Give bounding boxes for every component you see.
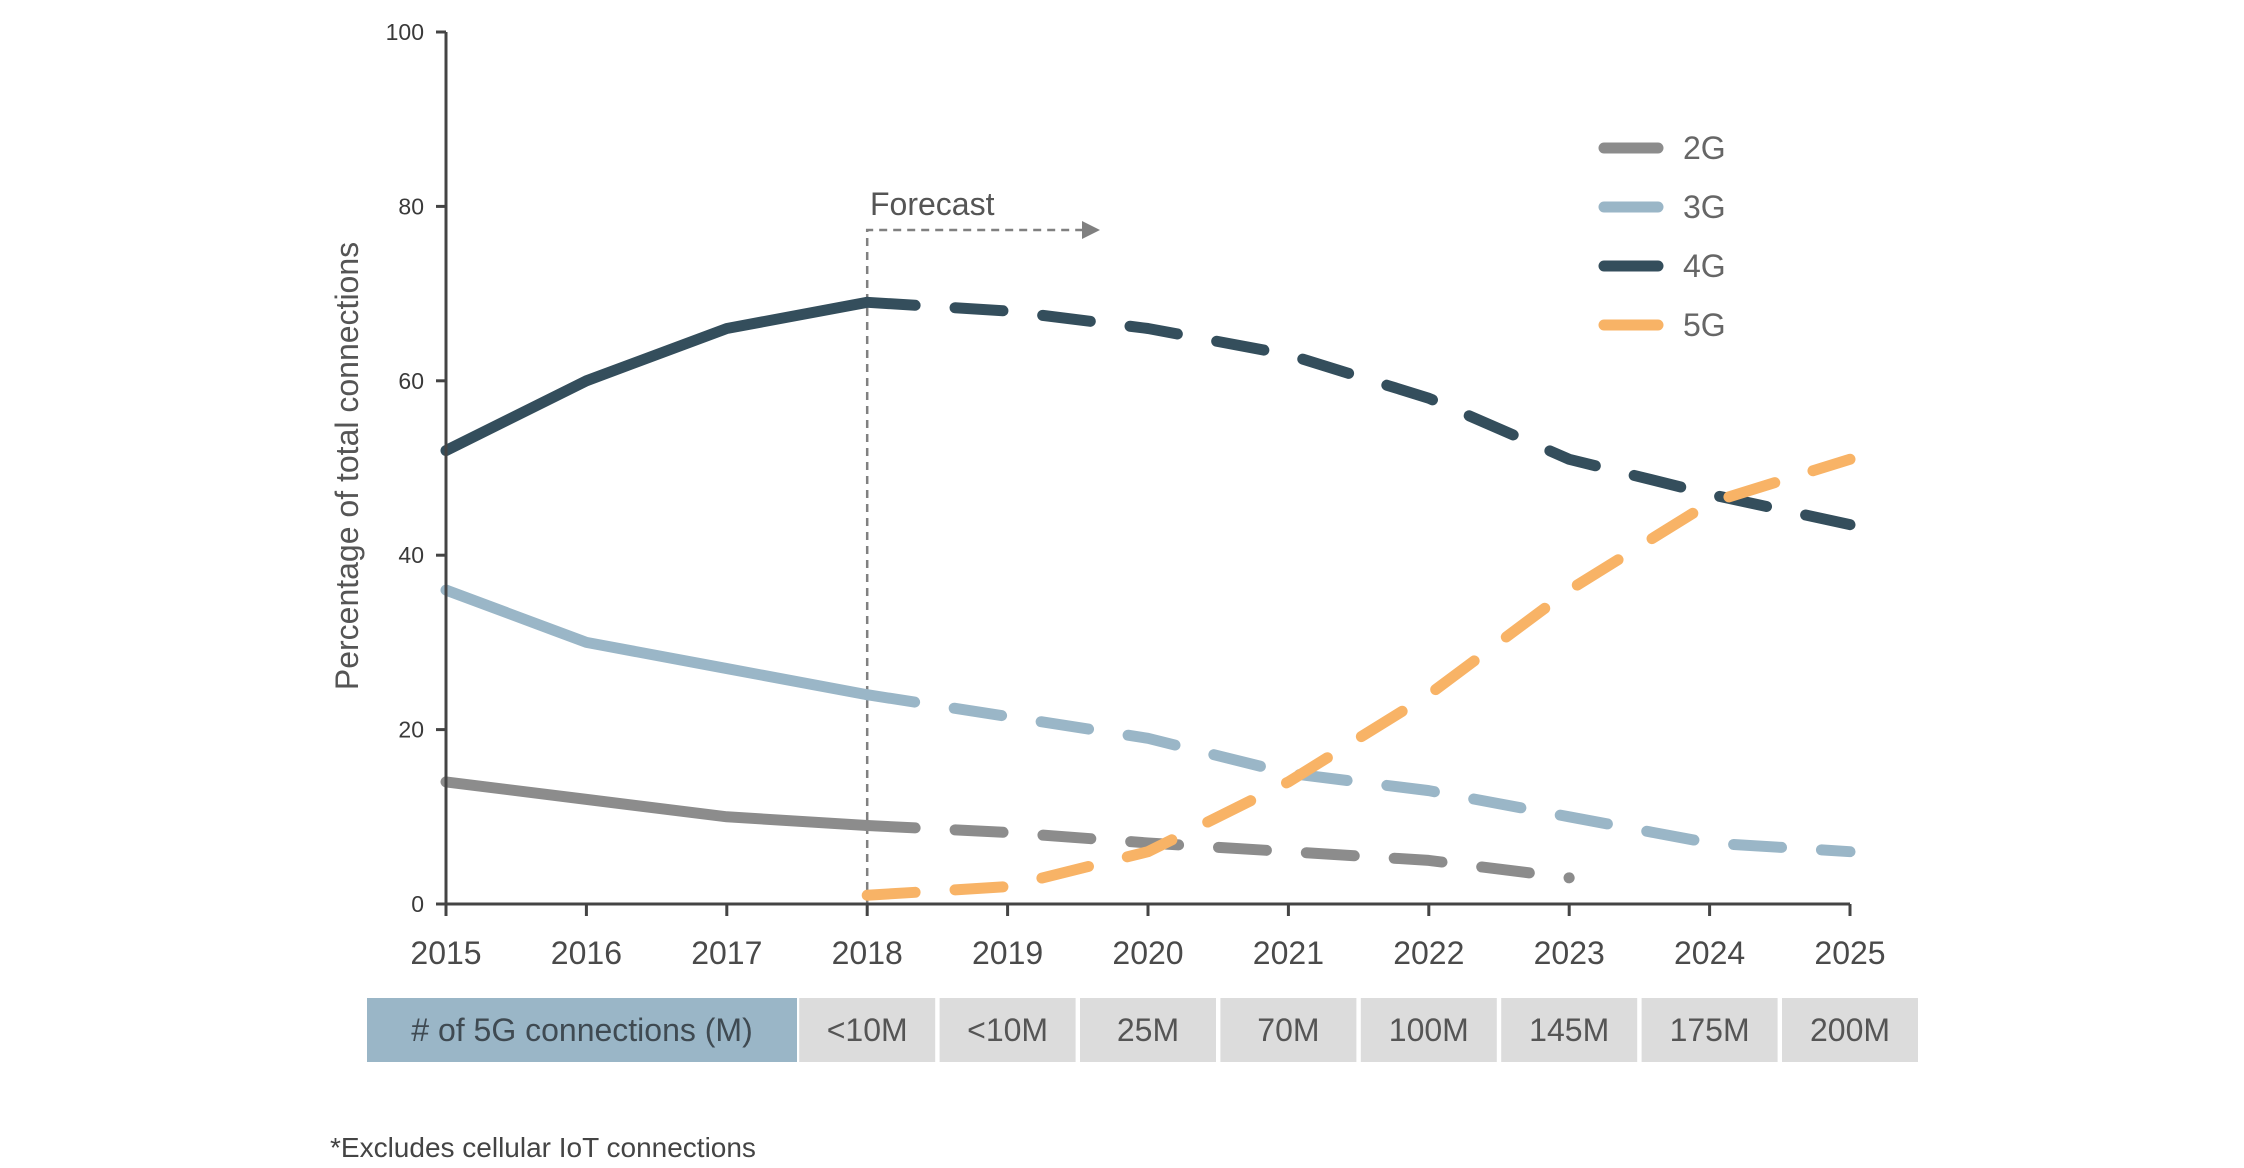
table-cell-value: <10M [827,1012,908,1048]
y-tick-label: 0 [411,891,424,917]
series-2g-forecast [861,820,1575,884]
y-tick-label: 20 [398,717,424,743]
axes: 0 20 40 60 80 100 2015 2016 2017 2018 2019 2020 2021… [386,19,1886,971]
table-cell [1360,998,1497,1062]
y-tick-label: 100 [386,19,424,45]
table-header-cell [367,998,797,1062]
plot-area [440,221,1856,904]
table-cell [939,998,1076,1062]
series-3g-forecast [861,689,1856,858]
table-cell [799,998,936,1062]
series-4g-actual [440,296,873,457]
series-2g-actual [440,776,873,832]
forecast-label: Forecast [870,186,995,222]
series-3g-actual [440,584,873,701]
forecast-arrow-icon [1082,221,1100,239]
footnote: *Excludes cellular IoT connections [330,1132,756,1163]
legend-label-3g: 3G [1683,189,1726,225]
table-cell [1501,998,1638,1062]
y-tick-label: 60 [398,368,424,394]
table-cell-value: 200M [1810,1012,1890,1048]
x-tick-label: 2018 [832,935,903,971]
x-tick-label: 2015 [410,935,481,971]
table-cell-value: 70M [1257,1012,1319,1048]
x-tick-label: 2024 [1674,935,1745,971]
y-tick-label: 80 [398,193,424,219]
table-cell [1080,998,1216,1062]
x-tick-label: 2021 [1253,935,1324,971]
y-tick-label: 40 [398,542,424,568]
table-header-label: # of 5G connections (M) [411,1012,752,1048]
y-axis-title: Percentage of total connections [329,242,365,690]
x-tick-label: 2017 [691,935,762,971]
x-tick-label: 2025 [1814,935,1885,971]
series-5g-forecast [861,453,1856,901]
table-cell [1220,998,1357,1062]
x-tick-label: 2022 [1393,935,1464,971]
table-cell-value: 100M [1389,1012,1469,1048]
table-cell-value: 175M [1670,1012,1750,1048]
table-cell-value: 145M [1529,1012,1609,1048]
forecast-divider [865,228,1085,904]
legend-label-4g: 4G [1683,248,1726,284]
table-cell [1782,998,1918,1062]
legend: 2G 3G 4G 5G [1598,130,1726,343]
table-cell-value: 25M [1117,1012,1179,1048]
table-cell [1641,998,1778,1062]
legend-label-2g: 2G [1683,130,1726,166]
x-tick-label: 2023 [1534,935,1605,971]
table-cell-value: <10M [967,1012,1048,1048]
connections-table: # of 5G connections (M) <10M <10M 25M 70M 100… [367,998,1918,1062]
x-tick-label: 2019 [972,935,1043,971]
x-tick-label: 2020 [1112,935,1183,971]
x-tick-label: 2016 [551,935,622,971]
legend-label-5g: 5G [1683,307,1726,343]
